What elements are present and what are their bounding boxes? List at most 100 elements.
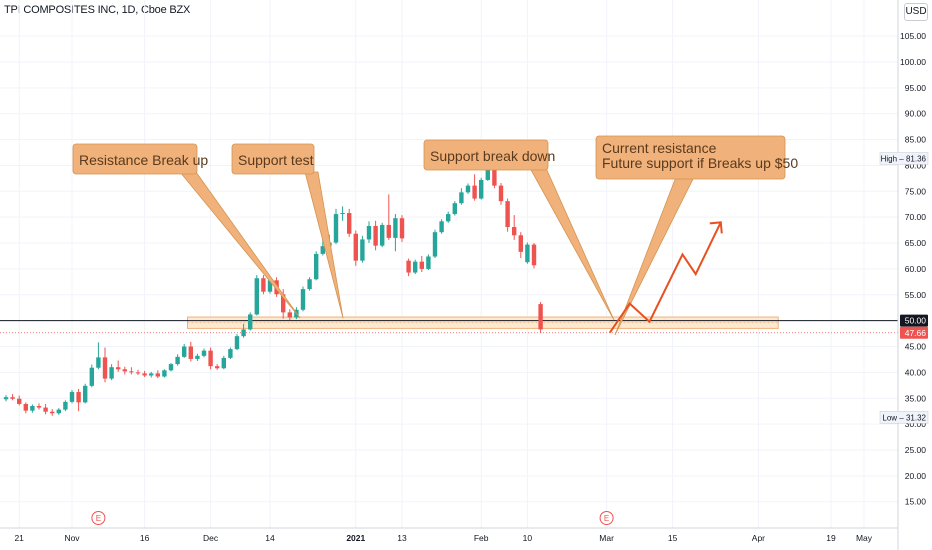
candle-body xyxy=(96,357,101,368)
candle-body xyxy=(498,185,504,202)
candle-body xyxy=(142,373,147,376)
candle-body xyxy=(36,406,42,408)
candle-body xyxy=(512,227,517,236)
candle-body xyxy=(459,192,464,204)
grid xyxy=(0,0,898,528)
candle-body xyxy=(281,294,286,313)
candle-body xyxy=(102,357,108,379)
callout-4-text: Current resistance xyxy=(602,140,717,156)
candle-body xyxy=(69,392,75,402)
price-tag-50: 50.00 xyxy=(905,316,927,326)
y-tick-label: 85.00 xyxy=(905,135,927,145)
candle-body xyxy=(3,397,9,400)
price-tag-50-bg xyxy=(900,314,928,327)
x-tick-label: Mar xyxy=(599,533,614,543)
candle-body xyxy=(116,367,121,370)
y-tick-label: 55.00 xyxy=(905,290,927,300)
x-tick-label: Dec xyxy=(203,533,219,543)
x-tick-label: 19 xyxy=(826,533,836,543)
candle-body xyxy=(413,261,418,273)
candle-body xyxy=(135,372,141,374)
y-tick-label: 65.00 xyxy=(905,238,927,248)
candle-body xyxy=(393,218,398,238)
candle-body xyxy=(168,364,174,371)
candle-body xyxy=(162,370,167,377)
earnings-marker-2-circle xyxy=(599,511,614,525)
candle-body xyxy=(23,403,28,411)
x-tick-label: 2021 xyxy=(346,533,365,543)
y-tick-label: 30.00 xyxy=(905,419,927,429)
candle-body xyxy=(485,164,490,180)
projection-arrowhead xyxy=(709,221,723,234)
candle-body xyxy=(314,253,319,280)
candle-body xyxy=(366,225,372,240)
candle-body xyxy=(452,203,457,215)
price-tag-last-bg xyxy=(900,326,928,339)
candle-body xyxy=(201,350,207,356)
candle-body xyxy=(492,164,497,186)
candle-body xyxy=(353,233,358,261)
stat-label-bg xyxy=(879,411,929,424)
callout-2-box xyxy=(231,143,315,175)
x-tick-label: May xyxy=(856,533,873,543)
candle-body xyxy=(261,278,266,292)
candle-body xyxy=(300,289,306,310)
candle-body xyxy=(195,355,200,359)
candle-body xyxy=(419,261,424,269)
candle-body xyxy=(518,235,523,252)
candle-body xyxy=(30,406,35,411)
callout-4-text: Future support if Breaks up $50 xyxy=(602,155,798,171)
y-tick-label: 75.00 xyxy=(905,186,927,196)
candle-body xyxy=(56,409,61,414)
candle-body xyxy=(465,185,471,193)
candle-body xyxy=(228,349,233,358)
y-tick-label: 45.00 xyxy=(905,342,927,352)
candle-body xyxy=(76,392,81,403)
candle-body xyxy=(215,366,220,369)
projection-path xyxy=(609,221,722,334)
earnings-marker-2: E xyxy=(604,514,609,523)
candle-body xyxy=(287,312,292,318)
candle-body xyxy=(149,373,154,376)
y-tick-label: 70.00 xyxy=(905,212,927,222)
y-tick-label: 60.00 xyxy=(905,264,927,274)
y-tick-label: 40.00 xyxy=(905,367,927,377)
candle-body xyxy=(432,232,438,257)
candle-body xyxy=(234,336,240,350)
candle-body xyxy=(83,385,88,403)
candle-body xyxy=(248,314,253,330)
y-tick-label: 100.00 xyxy=(900,57,926,67)
y-tick-label: 105.00 xyxy=(900,31,926,41)
candle-body xyxy=(531,244,537,266)
callout-2-text: Support test xyxy=(238,152,314,168)
stat-label-bg xyxy=(879,152,929,165)
candle-body xyxy=(109,367,114,379)
y-tick-label: 20.00 xyxy=(905,471,927,481)
candles xyxy=(3,158,543,416)
chart-header: TPI COMPOSITES INC, 1D, Cboe BZX xyxy=(4,4,191,16)
candle-body xyxy=(386,224,391,238)
x-tick-label: 21 xyxy=(14,533,24,543)
candle-body xyxy=(254,278,259,315)
candle-body xyxy=(267,280,273,292)
earnings-marker-1: E xyxy=(96,514,101,523)
callout-3-text: Support break down xyxy=(430,148,555,164)
candle-body xyxy=(307,279,312,290)
candle-body xyxy=(89,367,94,386)
currency-button[interactable]: USD xyxy=(904,3,928,21)
x-tick-label: 10 xyxy=(523,533,533,543)
candle-body xyxy=(208,350,213,367)
y-tick-label: 95.00 xyxy=(905,83,927,93)
x-tick-label: Feb xyxy=(474,533,489,543)
candle-body xyxy=(360,239,365,261)
price-tag-last: 47.66 xyxy=(905,328,927,338)
x-tick-label: 15 xyxy=(668,533,678,543)
callout-1-pointer xyxy=(179,171,301,319)
callout-4-box xyxy=(595,135,786,180)
callout-3-pointer xyxy=(529,167,615,321)
candle-body xyxy=(472,185,477,199)
candle-body xyxy=(50,411,55,414)
candle-body xyxy=(43,407,48,412)
